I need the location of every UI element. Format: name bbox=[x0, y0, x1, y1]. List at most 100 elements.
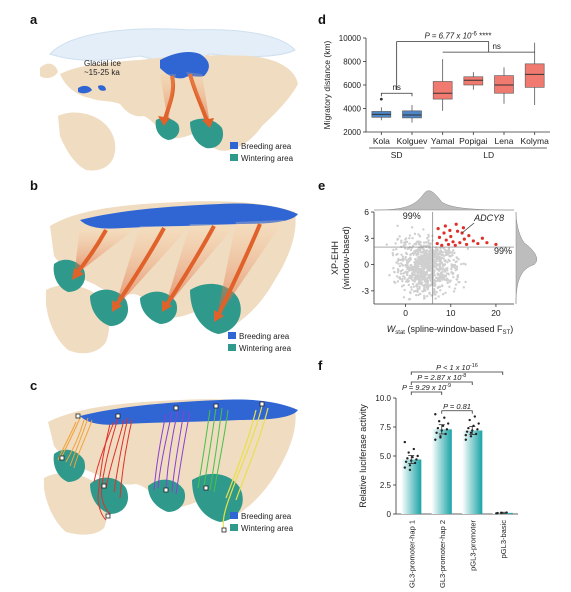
highlight-point bbox=[448, 228, 452, 232]
background-point bbox=[422, 247, 425, 251]
replicate-dot bbox=[444, 432, 447, 436]
replicate-dot bbox=[467, 426, 470, 430]
ice-label-line1: Glacial ice bbox=[84, 59, 121, 68]
background-point bbox=[407, 267, 410, 270]
y-tick-label: 6000 bbox=[343, 81, 361, 90]
highlight-point bbox=[442, 231, 446, 235]
legend-wintering-swatch bbox=[230, 524, 238, 531]
background-point bbox=[437, 295, 440, 298]
background-point bbox=[455, 265, 459, 268]
background-point bbox=[420, 274, 423, 277]
replicate-dot bbox=[410, 459, 413, 462]
comparison-p-value-3: P = 0.81 bbox=[443, 402, 471, 411]
gene-pointer bbox=[461, 222, 475, 234]
background-point bbox=[438, 255, 441, 258]
background-point bbox=[426, 285, 430, 289]
bracket-sd bbox=[380, 92, 413, 97]
background-point bbox=[420, 283, 423, 286]
background-point bbox=[417, 282, 421, 285]
background-point bbox=[441, 251, 444, 254]
background-point bbox=[419, 250, 422, 254]
background-point bbox=[430, 264, 433, 268]
background-point bbox=[405, 261, 409, 265]
background-point bbox=[420, 262, 423, 265]
x-tick-label-3: pGL3-basic bbox=[499, 520, 508, 559]
background-point bbox=[417, 274, 420, 278]
x-tick-label-1: pGL3-promoter-hap 2 bbox=[438, 520, 447, 588]
background-point bbox=[407, 298, 411, 301]
background-point bbox=[406, 273, 409, 277]
highlight-point bbox=[455, 229, 460, 233]
tracks-orange bbox=[57, 417, 93, 469]
background-point bbox=[453, 266, 456, 269]
barchart-luciferase: 0 2.5 5.0 7.5 10.0 Relative luciferase activi… bbox=[358, 363, 518, 588]
background-point bbox=[418, 277, 421, 280]
background-point bbox=[396, 268, 400, 271]
background-point bbox=[417, 255, 421, 259]
map-panel-a: Glacial ice ~15-25 ka Breeding area Wint… bbox=[40, 28, 298, 171]
group-label-ld: LD bbox=[483, 150, 494, 160]
background-point bbox=[446, 261, 449, 264]
y-tick-label: 7.5 bbox=[380, 423, 392, 432]
background-point bbox=[422, 284, 425, 287]
replicate-dot bbox=[413, 461, 417, 465]
background-point bbox=[403, 288, 406, 292]
x-tick-label-yamal: Yamal bbox=[431, 136, 455, 146]
tracks-yellow bbox=[222, 405, 269, 531]
background-point bbox=[418, 271, 421, 274]
background-point bbox=[430, 268, 433, 271]
background-point bbox=[443, 263, 446, 267]
background-point bbox=[425, 257, 428, 260]
land-greenland bbox=[40, 63, 58, 79]
background-point bbox=[397, 257, 400, 261]
background-point bbox=[412, 290, 416, 293]
background-point bbox=[452, 258, 455, 262]
background-point bbox=[403, 277, 407, 280]
background-point bbox=[442, 265, 445, 268]
highlight-point bbox=[444, 238, 448, 242]
panel-label-a: a bbox=[30, 12, 38, 27]
panel-label-f: f bbox=[318, 358, 323, 373]
background-point bbox=[444, 269, 447, 272]
comparison-bracket-3 bbox=[441, 410, 473, 414]
background-point bbox=[446, 267, 449, 270]
y-axis-label: Migratory distance (km) bbox=[322, 40, 332, 129]
p-value-sd-vs-ld: P = 6.77 x 10-6 **** bbox=[424, 32, 491, 41]
background-point bbox=[405, 240, 409, 244]
box-lena bbox=[494, 75, 514, 94]
y-axis-label-line2: (window-based) bbox=[341, 226, 351, 290]
replicate-dot bbox=[434, 438, 437, 441]
x-tick-label-kolyma: Kolyma bbox=[520, 136, 549, 146]
group-label-sd: SD bbox=[391, 150, 403, 160]
land-africa bbox=[58, 112, 116, 171]
replicate-dot bbox=[505, 511, 508, 514]
background-point bbox=[436, 264, 439, 267]
background-point bbox=[441, 293, 445, 296]
background-point bbox=[428, 242, 431, 246]
background-point bbox=[402, 296, 406, 299]
background-point bbox=[440, 261, 443, 264]
background-point bbox=[396, 237, 400, 241]
background-point bbox=[455, 260, 458, 263]
replicate-dot bbox=[441, 424, 445, 428]
background-point bbox=[423, 266, 426, 270]
highlight-point bbox=[462, 237, 466, 241]
background-point bbox=[423, 274, 426, 277]
x-tick-label-popigai: Popigai bbox=[459, 136, 487, 146]
replicate-dot bbox=[469, 431, 473, 434]
marginal-density-y bbox=[515, 211, 537, 305]
replicate-dot bbox=[471, 429, 474, 432]
legend-wintering-swatch bbox=[230, 154, 238, 161]
background-point bbox=[412, 273, 415, 276]
background-point bbox=[422, 297, 426, 300]
background-point bbox=[449, 279, 452, 282]
migration-arrow bbox=[114, 227, 166, 308]
background-point bbox=[450, 267, 453, 271]
background-point bbox=[440, 284, 444, 287]
replicate-dot bbox=[416, 454, 419, 458]
background-point bbox=[408, 236, 411, 240]
background-point bbox=[444, 259, 447, 262]
background-point bbox=[425, 294, 429, 298]
background-point bbox=[404, 264, 407, 267]
replicate-dot bbox=[445, 428, 449, 431]
